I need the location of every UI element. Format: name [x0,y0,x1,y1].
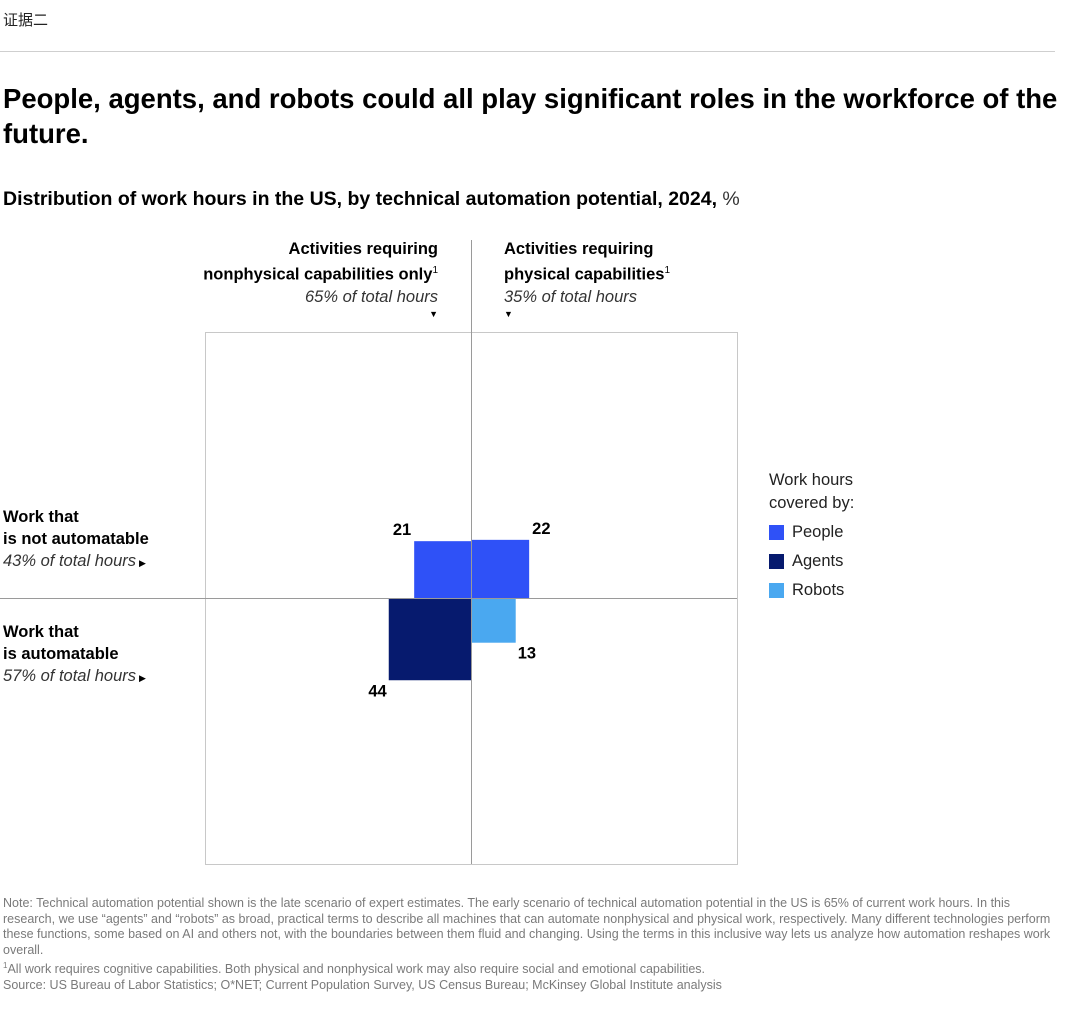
footnote-marker: 1 [3,961,8,971]
legend-label: Robots [792,581,845,599]
chart-notes: Note: Technical automation potential sho… [3,896,1058,994]
legend-item-people: People [769,518,854,547]
row-header-not-automatable: Work that is not automatable 43% of tota… [3,506,149,574]
bar-people-21 [414,541,471,598]
right-triangle-icon: ▶ [139,673,146,683]
row-label-line2: is automatable [3,645,119,663]
row-header-automatable: Work that is automatable 57% of total ho… [3,621,146,689]
bar-agents-44 [388,598,471,681]
bar-people-22 [471,539,530,598]
note-text: Note: Technical automation potential sho… [3,896,1051,957]
legend-label: Agents [792,552,844,570]
row-label-line1: Work that [3,623,79,641]
column-label-line1: Activities requiring [288,240,438,258]
legend-item-agents: Agents [769,547,854,576]
legend-title-line2: covered by: [769,494,855,512]
legend: Work hours covered by: People Agents Rob… [769,469,854,605]
legend-label: People [792,523,844,541]
row-share: 43% of total hours [3,552,136,570]
page-label: 证据二 [3,12,49,29]
data-label-22: 22 [532,520,550,538]
data-label-44: 44 [368,682,387,700]
chart-subtitle: Distribution of work hours in the US, by… [3,188,740,211]
legend-swatch-people [769,525,784,540]
row-share: 57% of total hours [3,667,136,685]
data-label-13: 13 [518,645,536,663]
column-label-line2: physical capabilities [504,265,665,284]
column-header-physical: Activities requiring physical capabiliti… [504,238,670,320]
footnote-body: All work requires cognitive capabilities… [7,962,706,977]
right-triangle-icon: ▶ [139,558,146,568]
data-label-21: 21 [393,521,411,539]
column-share: 35% of total hours [504,287,637,306]
source-text: Source: US Bureau of Labor Statistics; O… [3,978,722,993]
legend-item-robots: Robots [769,576,854,605]
column-label-line2: nonphysical capabilities only [203,265,433,284]
legend-title-line1: Work hours [769,471,854,489]
bar-robots-13 [471,598,516,643]
subtitle-text: Distribution of work hours in the US, by… [3,188,717,210]
row-label-line1: Work that [3,508,79,526]
footnote-marker: 1 [664,265,671,276]
legend-swatch-agents [769,554,784,569]
column-share: 65% of total hours [305,287,438,306]
legend-swatch-robots [769,583,784,598]
page-title: People, agents, and robots could all pla… [3,83,1058,149]
footnote-marker: 1 [432,265,438,276]
footnote-text: 1All work requires cognitive capabilitie… [3,958,1058,978]
down-triangle-icon: ▼ [504,308,513,319]
down-triangle-icon: ▼ [429,308,438,319]
column-label-line1: Activities requiring [504,240,654,258]
row-label-line2: is not automatable [3,530,149,548]
subtitle-unit: % [722,188,740,210]
divider [0,51,1055,52]
column-header-nonphysical: Activities requiring nonphysical capabil… [203,238,438,320]
